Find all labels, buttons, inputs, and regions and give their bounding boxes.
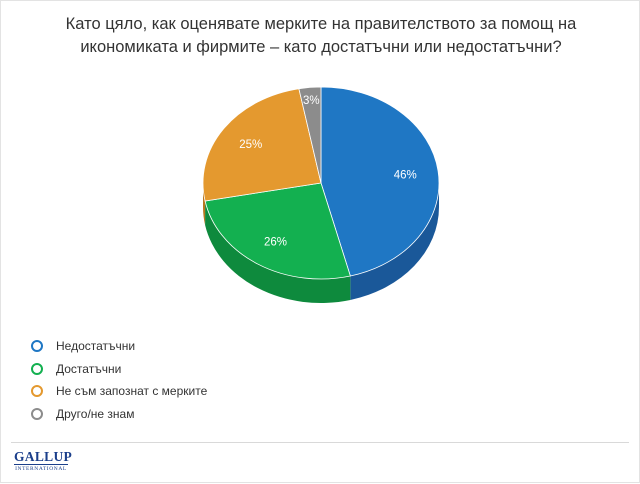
legend: Недостатъчни Достатъчни Не съм запознат … bbox=[31, 335, 207, 425]
chart-title: Като цяло, как оценявате мерките на прав… bbox=[65, 15, 577, 56]
footer-divider bbox=[11, 442, 629, 443]
legend-label: Недостатъчни bbox=[56, 339, 136, 354]
logo-sub-text: INTERNATIONAL bbox=[15, 466, 67, 472]
pie-slices bbox=[202, 86, 440, 280]
pie-data-label-0: 46% bbox=[394, 169, 417, 181]
legend-marker-icon bbox=[31, 340, 43, 353]
legend-label: Не съм запознат с мерките bbox=[56, 384, 208, 399]
gallup-logo: GALLUP INTERNATIONAL bbox=[14, 449, 73, 473]
pie-slice-0[interactable] bbox=[320, 86, 440, 277]
pie-data-label-3: 3% bbox=[303, 95, 320, 107]
pie-data-label-1: 26% bbox=[264, 236, 287, 248]
legend-marker-icon bbox=[31, 362, 43, 375]
pie-slice-1[interactable] bbox=[204, 182, 351, 280]
logo-main-text: GALLUP bbox=[14, 449, 73, 465]
legend-label: Достатъчни bbox=[56, 361, 122, 376]
legend-item-other[interactable]: Друго/не знам bbox=[31, 403, 207, 426]
pie-slice-2[interactable] bbox=[202, 88, 322, 202]
pie-slice-3[interactable] bbox=[298, 86, 322, 184]
pie-labels: 46% 26% 25% 3% bbox=[239, 95, 417, 249]
legend-item-insufficient[interactable]: Недостатъчни bbox=[31, 335, 207, 358]
pie-data-label-2: 25% bbox=[239, 139, 262, 151]
pie-side-0 bbox=[350, 183, 439, 300]
legend-marker-icon bbox=[31, 385, 43, 398]
legend-marker-icon bbox=[31, 407, 43, 420]
pie-side-1 bbox=[205, 200, 351, 303]
legend-item-not-familiar[interactable]: Не съм запознат с мерките bbox=[31, 380, 207, 403]
legend-label: Друго/не знам bbox=[56, 406, 135, 421]
legend-item-sufficient[interactable]: Достатъчни bbox=[31, 358, 207, 381]
